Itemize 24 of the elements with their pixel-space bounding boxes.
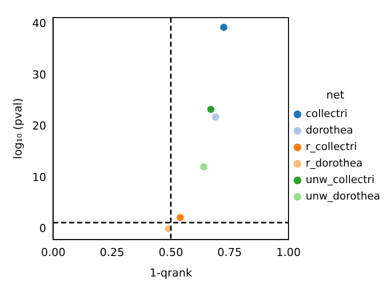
point <box>219 22 228 32</box>
x-tick-label: 0.00 <box>40 246 66 260</box>
point <box>199 162 208 172</box>
x-tick-label: 0.75 <box>217 246 242 260</box>
x-tick-label: 0.50 <box>158 246 184 260</box>
legend-label: collectri <box>306 108 348 120</box>
y-tick-label: 20 <box>32 120 46 133</box>
legend-label: dorothea <box>306 124 354 137</box>
point <box>211 112 220 122</box>
legend-label: unw_collectri <box>306 174 375 186</box>
point <box>176 213 185 222</box>
x-tick-label: 1.00 <box>276 246 301 260</box>
legend-title: net <box>326 88 345 102</box>
y-tick-label: 0 <box>39 222 46 236</box>
point <box>206 104 216 114</box>
x-tick-label: 0.25 <box>100 246 124 260</box>
y-tick-label: 10 <box>32 170 46 184</box>
y-tick-label: 30 <box>32 68 46 82</box>
x-axis-title: 1-qrank <box>150 266 193 280</box>
y-tick-label: 40 <box>32 17 46 30</box>
legend-label: r_dorothea <box>306 158 363 170</box>
legend-label: r_collectri <box>306 141 357 154</box>
legend-label: unw_dorothea <box>306 190 380 203</box>
y-axis-title: log₁₀ (pval) <box>11 98 24 160</box>
